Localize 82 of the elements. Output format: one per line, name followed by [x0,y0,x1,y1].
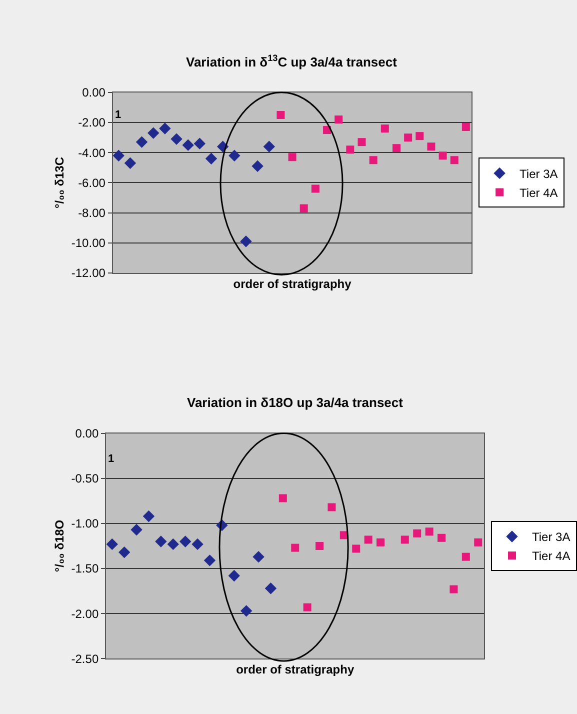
point [130,524,142,536]
legend-label: Tier 4A [532,549,570,564]
point [159,122,171,134]
y-tick-label: -10.00 [71,236,106,250]
point [170,133,182,145]
point [192,538,204,550]
point [106,538,118,550]
point [427,142,436,151]
point [328,503,336,512]
point [316,542,324,550]
point [380,124,389,133]
point [462,123,470,132]
point [142,510,155,522]
y-tick-label: -2.00 [71,606,99,621]
y-tick-label: 0.00 [82,86,106,100]
x-axis-title: order of stratigraphy [233,276,352,291]
point [358,138,366,146]
point [288,153,296,162]
x-axis-title: order of stratigraphy [236,662,354,677]
point [228,150,240,162]
point [252,550,264,563]
y-tick-label: -2.50 [71,652,99,666]
point [204,554,216,566]
point [264,582,277,594]
point [240,236,252,248]
point [124,157,136,169]
point [474,538,482,546]
point [118,546,130,558]
y-axis-title: °/₀₀ δ13C [52,156,67,208]
point [182,139,194,151]
point [392,144,400,152]
point [240,605,252,617]
point [425,528,434,536]
point [194,138,206,150]
point [303,603,312,612]
point [278,494,287,502]
y-tick-label: -1.50 [71,562,99,576]
point [352,544,360,553]
point [346,146,354,154]
legend-label: Tier 3A [520,166,558,181]
point [334,115,343,124]
y-tick-label: -8.00 [78,206,106,220]
point [276,110,285,119]
point [450,585,458,594]
point [438,534,446,542]
y-tick-label: -6.00 [78,176,106,190]
point [376,538,385,546]
point [252,160,264,172]
point [136,136,148,148]
point [450,156,458,164]
legend-label: Tier 3A [532,530,570,544]
point [462,552,470,561]
annotation: 1 [115,109,122,121]
point [179,536,192,548]
chart-title: Variation in δ18O up 3a/4a transect [187,395,404,410]
legend-label: Tier 4A [520,186,558,200]
point [416,132,424,140]
point [112,150,124,162]
y-tick-label: -2.00 [78,116,106,130]
chart-title: Variation in δ$^{13}$C up 3a/4a transect [186,53,398,70]
point [400,536,409,544]
point [369,156,378,164]
point [413,529,422,538]
point [364,536,372,544]
point [263,140,275,152]
point [155,536,167,548]
point [311,184,320,193]
point [438,152,447,160]
annotation: 1 [108,453,114,465]
point [228,570,240,582]
point [167,538,179,550]
point [291,544,300,552]
point [205,152,218,164]
point [148,127,160,139]
point [300,204,308,212]
y-tick-label: -4.00 [78,146,106,160]
y-tick-label: -1.00 [71,516,99,531]
y-tick-label: 0.00 [75,426,99,440]
y-axis-title: °/₀₀ δ18O [52,520,67,572]
y-tick-label: -12.00 [71,266,106,280]
y-tick-label: -0.50 [71,472,99,486]
point [404,134,412,142]
